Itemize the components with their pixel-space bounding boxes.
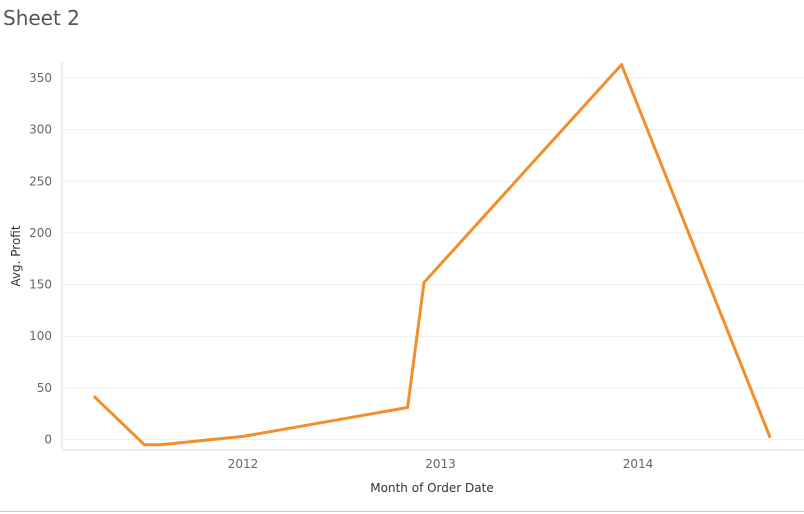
gridlines (62, 77, 804, 440)
y-tick-label: 250 (29, 174, 52, 188)
y-tick-label: 300 (29, 123, 52, 137)
data-point[interactable] (159, 443, 163, 447)
bottom-divider (0, 511, 804, 512)
y-axis-title: Avg. Profit (9, 225, 23, 286)
y-tick-label: 150 (29, 278, 52, 292)
data-point[interactable] (620, 63, 624, 67)
series-line[interactable] (93, 63, 772, 447)
data-point[interactable] (406, 405, 410, 409)
x-tick-label: 2012 (228, 457, 259, 471)
series-layer (93, 63, 772, 447)
y-axis-ticks: 0 50 100 150 200 250 300 350 (29, 71, 52, 447)
x-axis-title: Month of Order Date (370, 481, 493, 495)
x-axis-ticks: 2012 2013 2014 (228, 457, 654, 471)
x-tick-label: 2014 (623, 457, 654, 471)
y-tick-label: 100 (29, 329, 52, 343)
data-point[interactable] (93, 395, 97, 399)
y-tick-label: 50 (37, 381, 52, 395)
y-tick-label: 350 (29, 71, 52, 85)
y-tick-label: 200 (29, 226, 52, 240)
data-point[interactable] (768, 434, 772, 438)
x-tick-label: 2013 (425, 457, 456, 471)
sheet-title: Sheet 2 (3, 6, 80, 30)
data-point[interactable] (241, 434, 245, 438)
y-tick-label: 0 (44, 433, 52, 447)
data-point[interactable] (142, 443, 146, 447)
data-point[interactable] (422, 281, 426, 285)
